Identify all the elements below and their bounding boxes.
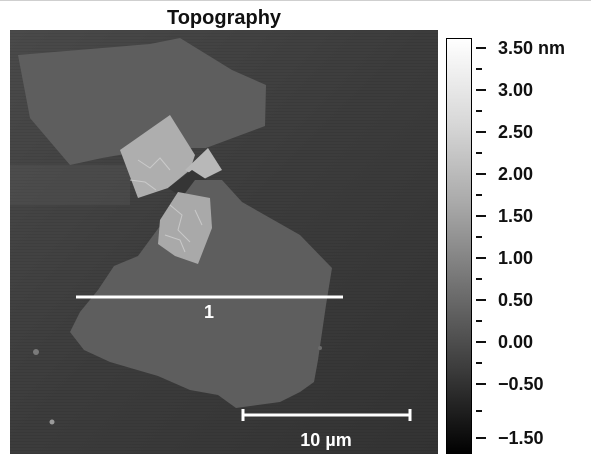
colorbar-label: 2.50 — [498, 122, 534, 142]
line-profile-label: 1 — [204, 302, 214, 322]
particle — [49, 419, 55, 425]
particle — [318, 346, 322, 350]
scan-artifact — [10, 165, 130, 205]
figure-title: Topography — [166, 7, 282, 29]
colorbar-tick — [476, 383, 486, 385]
colorbar-tick — [476, 437, 486, 439]
scale-bar-label: 10 µm — [300, 430, 351, 450]
divider — [0, 0, 591, 1]
colorbar-label: 1.50 — [498, 206, 534, 226]
colorbar-minor-tick — [476, 236, 482, 238]
colorbar-minor-tick — [476, 68, 482, 70]
colorbar-tick — [476, 341, 486, 343]
colorbar-label: 3.50 nm — [498, 38, 566, 58]
colorbar-minor-tick — [476, 410, 482, 412]
colorbar-tick — [476, 47, 486, 49]
colorbar-minor-tick — [476, 194, 482, 196]
colorbar-label: 0.50 — [498, 290, 534, 310]
flake-bright-2 — [158, 192, 212, 264]
colorbar-tick — [476, 215, 486, 217]
colorbar-tick — [476, 173, 486, 175]
colorbar-minor-tick — [476, 362, 482, 364]
wrinkles — [129, 157, 203, 253]
colorbar-label: 1.00 — [498, 248, 534, 268]
colorbar-label: 0.00 — [498, 332, 534, 352]
topography-svg: 1 10 µm — [10, 30, 438, 454]
particle — [33, 349, 39, 355]
flake-lower — [70, 180, 332, 408]
colorbar-label: −0.50 — [498, 374, 544, 394]
colorbar-tick — [476, 299, 486, 301]
colorbar — [446, 38, 472, 454]
colorbar-label: −1.50 — [498, 428, 544, 448]
colorbar-tick — [476, 257, 486, 259]
colorbar-label: 2.00 — [498, 164, 534, 184]
colorbar-tick — [476, 131, 486, 133]
colorbar-minor-tick — [476, 320, 482, 322]
colorbar-minor-tick — [476, 152, 482, 154]
topography-image: 1 10 µm — [10, 30, 438, 454]
colorbar-minor-tick — [476, 110, 482, 112]
flake-bright-1 — [120, 115, 195, 198]
colorbar-minor-tick — [476, 278, 482, 280]
colorbar-tick — [476, 89, 486, 91]
colorbar-label: 3.00 — [498, 80, 534, 100]
flake-upper — [18, 38, 266, 165]
